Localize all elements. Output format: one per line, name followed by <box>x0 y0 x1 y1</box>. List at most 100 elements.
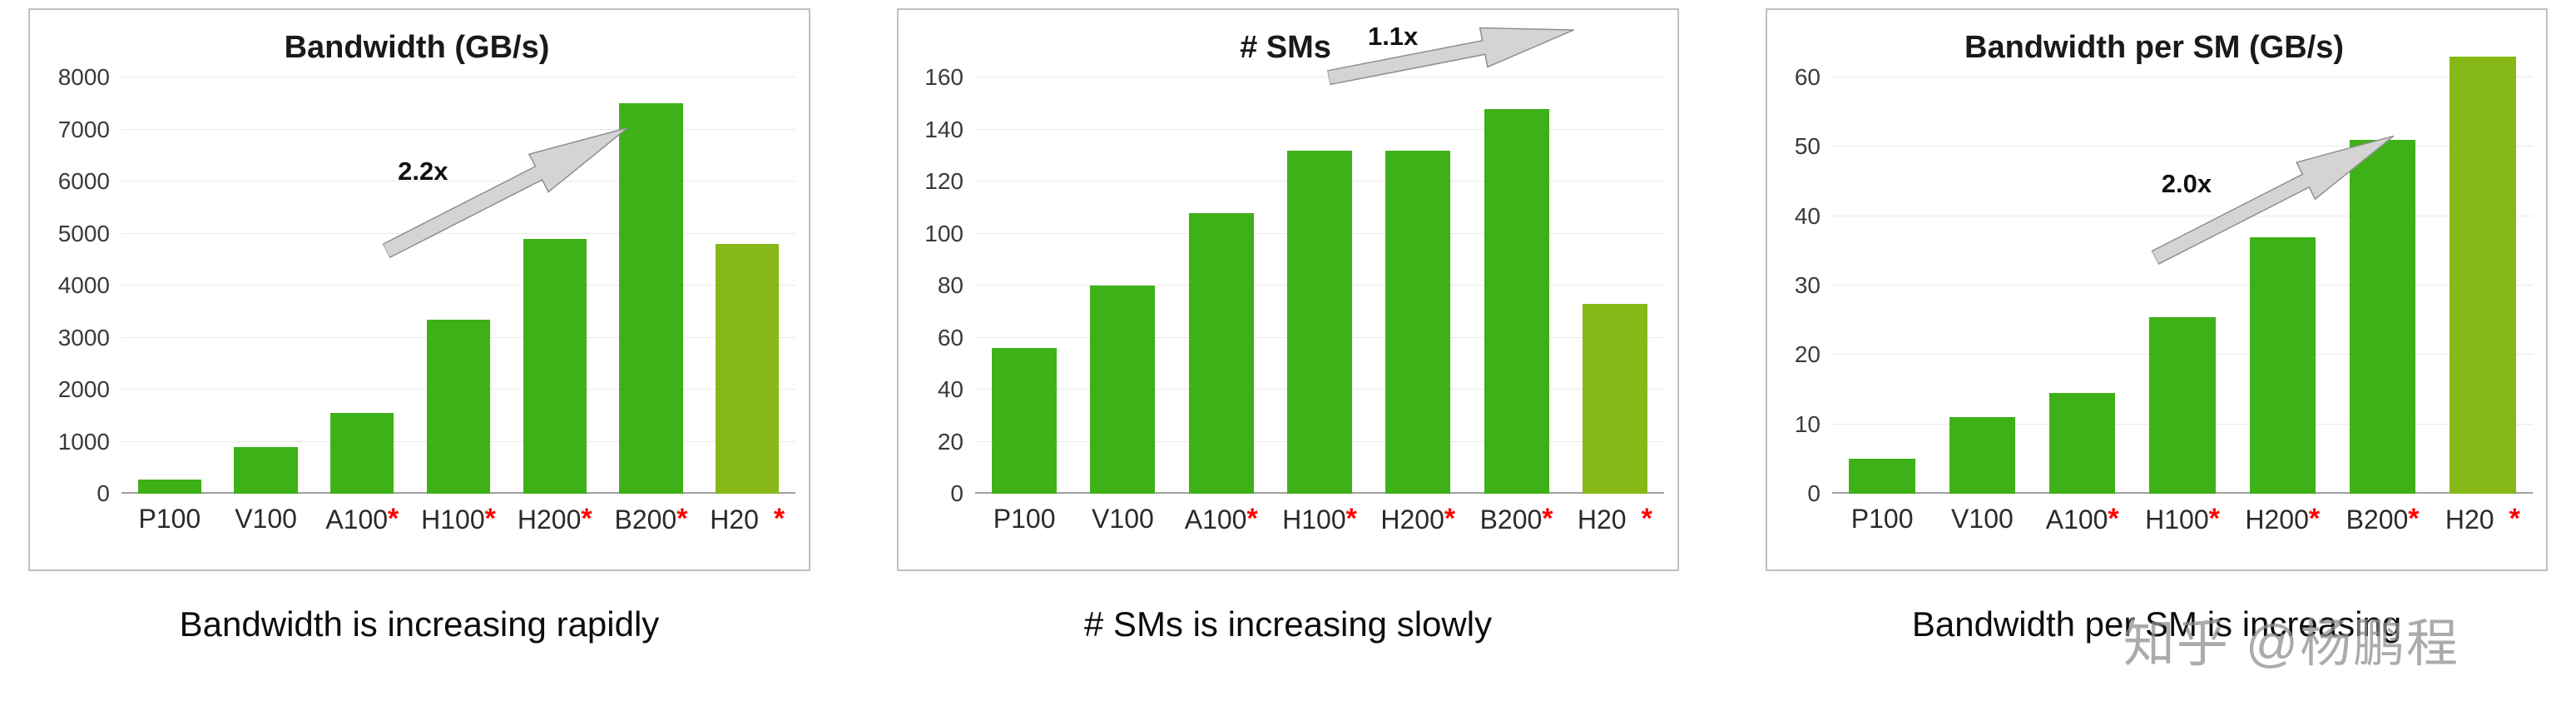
plot-area: 2.2x <box>121 77 795 494</box>
x-tick: P100 <box>975 504 1073 547</box>
x-tick: V100 <box>1073 504 1172 547</box>
charts-row: Bandwidth (GB/s) 0 1000 2000 3000 4000 5000 60… <box>28 8 2548 644</box>
y-tick-label: 40 <box>1794 202 1821 229</box>
axis-spacer <box>1776 504 1832 547</box>
chart-panel-bandwidth: Bandwidth (GB/s) 0 1000 2000 3000 4000 5000 60… <box>28 8 810 644</box>
plot-area: 2.0x <box>1832 57 2533 494</box>
x-axis-labels: P100 V100 A100* H100* H200* B200* H20 * <box>975 503 1664 547</box>
bar-a100 <box>330 413 394 494</box>
bar-a100 <box>2049 393 2116 494</box>
growth-arrow-icon <box>2143 110 2411 281</box>
footnote-asterisk: * <box>1641 503 1652 534</box>
x-tick-label: H100 <box>1282 505 1346 534</box>
gridline <box>121 232 795 234</box>
bar-slot <box>121 77 218 494</box>
growth-arrow-label: 2.2x <box>398 157 448 186</box>
x-tick: P100 <box>1832 504 1932 547</box>
bar-slot <box>2433 57 2533 494</box>
x-tick: H20 * <box>2433 503 2533 547</box>
chart-panel-bandwidth-per-sm: Bandwidth per SM (GB/s) 0 10 20 30 40 50 60 2.… <box>1766 8 2548 644</box>
footnote-asterisk: * <box>1542 503 1553 534</box>
y-tick-label: 6000 <box>57 168 110 194</box>
x-tick-label: H100 <box>2145 505 2209 534</box>
bar-slot <box>1271 77 1369 494</box>
y-tick-label: 20 <box>937 428 964 455</box>
bar-a100 <box>1188 212 1254 494</box>
bars <box>975 77 1664 494</box>
x-tick-label: B200 <box>614 505 677 534</box>
x-tick-label: V100 <box>1092 504 1154 534</box>
x-tick-label: H200 <box>1380 505 1444 534</box>
bar-b200 <box>2349 140 2416 494</box>
x-tick: A100* <box>2033 503 2133 547</box>
y-tick-label: 30 <box>1794 272 1821 298</box>
chart-title: Bandwidth (GB/s) <box>284 30 550 65</box>
bar-v100 <box>1949 417 2016 494</box>
y-tick-label: 3000 <box>57 324 110 351</box>
footnote-asterisk: * <box>1444 503 1456 534</box>
x-axis-labels: P100 V100 A100* H100* H200* B200* H20 * <box>1832 503 2533 547</box>
x-axis-row: P100 V100 A100* H100* H200* B200* H20 * <box>38 503 795 547</box>
y-tick-label: 1000 <box>57 428 110 455</box>
x-axis-row: P100 V100 A100* H100* H200* B200* H20 * <box>1776 503 2533 547</box>
bar-p100 <box>1849 459 1915 494</box>
x-tick: H200* <box>2232 503 2332 547</box>
y-tick-label: 4000 <box>57 272 110 298</box>
bar-slot <box>1073 77 1172 494</box>
chart-caption: # SMs is increasing slowly <box>1083 604 1493 644</box>
watermark: 知乎 @杨鹏程 <box>2123 615 2460 673</box>
bar-slot <box>507 77 603 494</box>
y-tick-label: 40 <box>937 376 964 402</box>
bar-h200 <box>2249 236 2316 494</box>
bar-h200 <box>1385 150 1451 494</box>
bar-h200 <box>523 238 587 494</box>
growth-arrow-label: 2.0x <box>2161 169 2212 198</box>
y-tick-label: 60 <box>937 324 964 351</box>
x-tick-label: A100 <box>325 505 389 534</box>
bar-h20 <box>1582 303 1647 494</box>
x-tick-label: V100 <box>1951 504 2014 534</box>
axis-spacer <box>38 504 121 547</box>
bar-slot <box>314 77 410 494</box>
bar-slot <box>603 77 700 494</box>
footnote-asterisk: * <box>2509 503 2520 534</box>
y-tick-label: 20 <box>1794 341 1821 368</box>
bars <box>121 77 795 494</box>
plot-row: 0 20 40 60 80 100 120 140 160 1.1x <box>907 22 1664 506</box>
bar-slot <box>1467 77 1565 494</box>
bars <box>1832 57 2533 494</box>
bar-slot <box>2232 77 2332 494</box>
bar-b200 <box>619 103 683 494</box>
y-tick-label: 80 <box>937 272 964 298</box>
x-tick: B200* <box>603 503 700 547</box>
bar-p100 <box>137 479 202 494</box>
y-axis: 0 20 40 60 80 100 120 140 160 <box>907 64 975 506</box>
footnote-asterisk: * <box>2208 503 2220 534</box>
bar-h100 <box>1286 150 1353 494</box>
bar-p100 <box>992 348 1058 494</box>
gridline <box>121 128 795 130</box>
y-tick-label: 140 <box>924 116 964 142</box>
x-axis-labels: P100 V100 A100* H100* H200* B200* H20 * <box>121 503 795 547</box>
bar-slot <box>1369 77 1467 494</box>
bar-slot <box>1932 77 2032 494</box>
x-tick-label: H20 <box>2445 505 2494 534</box>
growth-arrow-icon <box>1324 3 1584 102</box>
bar-slot <box>2033 77 2133 494</box>
chart-box-sms: # SMs 0 20 40 60 80 100 120 140 160 1.1x P100 V10… <box>897 8 1679 571</box>
x-tick-label: P100 <box>993 504 1056 534</box>
y-tick-label: 8000 <box>57 64 110 90</box>
y-tick-label: 10 <box>1794 410 1821 437</box>
footnote-asterisk: * <box>1345 503 1357 534</box>
x-tick-label: A100 <box>2045 505 2108 534</box>
gridline <box>1832 146 2533 147</box>
x-tick: A100* <box>1172 503 1271 547</box>
chart-caption: Bandwidth per SM is increasing <box>1911 604 2402 644</box>
x-tick: B200* <box>1467 503 1565 547</box>
plot-area: 1.1x <box>975 22 1664 494</box>
bar-v100 <box>1090 286 1156 494</box>
y-tick-label: 0 <box>1807 480 1821 506</box>
x-tick-label: B200 <box>2346 505 2409 534</box>
footnote-asterisk: * <box>581 503 592 534</box>
footnote-asterisk: * <box>2108 503 2119 534</box>
